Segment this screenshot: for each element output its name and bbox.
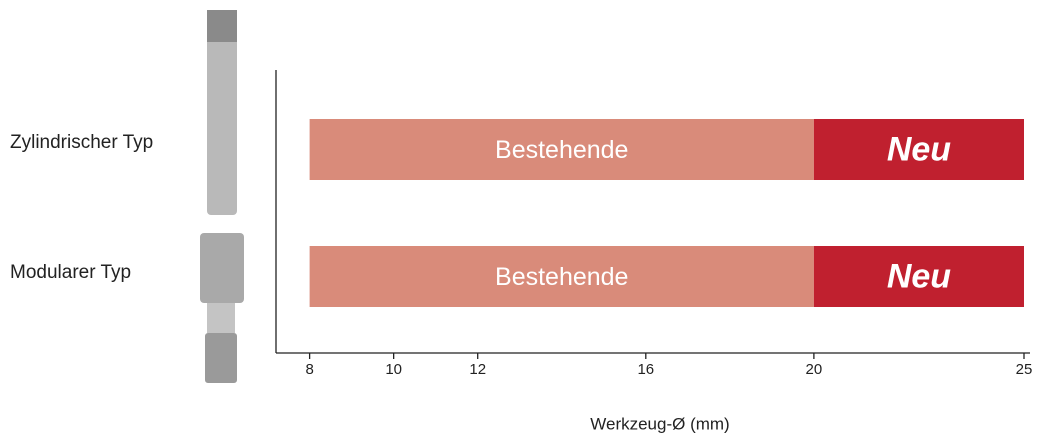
chart: Werkzeug-Ø (mm) 8 10 12 16 20 25 Bestehende Bes… (0, 0, 1038, 437)
tool-images (200, 10, 244, 383)
x-tick-label: 16 (637, 361, 654, 378)
x-axis-title: Werkzeug-Ø (mm) (590, 414, 729, 433)
segment-label: Neu (887, 130, 951, 168)
modular-tool (200, 233, 244, 303)
x-tick-label: 10 (385, 361, 402, 378)
tool-thread (205, 333, 237, 383)
x-tick-label: 12 (469, 361, 486, 378)
category-label: Zylindrischer Typ (10, 130, 160, 155)
segment-label: Bestehende (495, 136, 628, 164)
x-tick-label: 25 (1016, 361, 1033, 378)
x-tick-label: 8 (305, 361, 313, 378)
tool-head (207, 10, 237, 42)
segment-label: Bestehende (495, 263, 628, 291)
category-label: Modularer Typ (10, 260, 160, 285)
tool-neck (207, 303, 235, 333)
segment-label: Neu (887, 257, 951, 295)
x-tick-label: 20 (806, 361, 823, 378)
page: Werkzeug-Ø (mm) 8 10 12 16 20 25 Bestehende Bes… (0, 0, 1038, 437)
